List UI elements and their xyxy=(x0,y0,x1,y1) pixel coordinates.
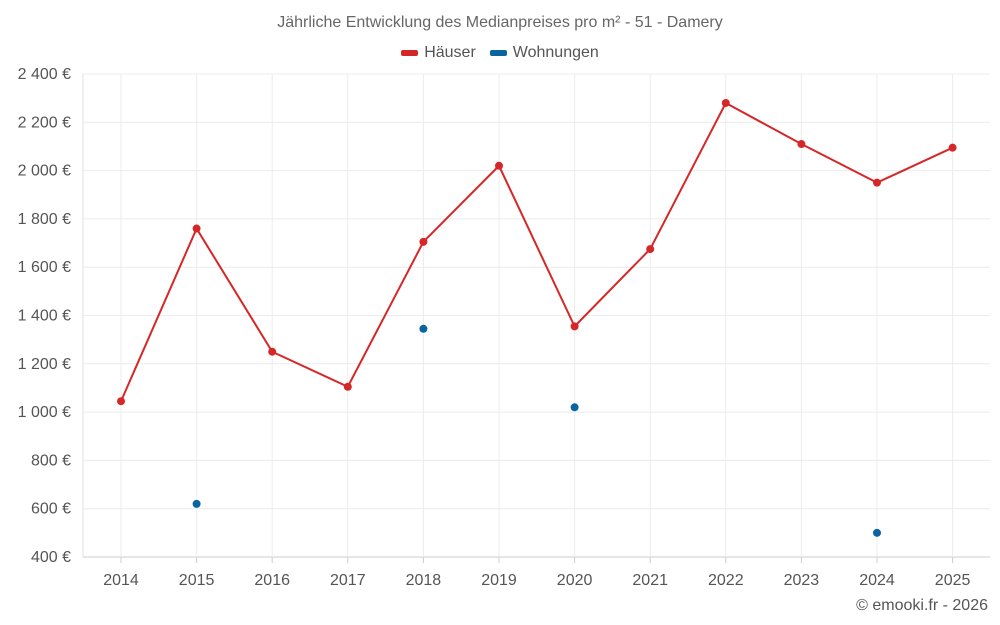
data-point-haeuser xyxy=(646,245,655,254)
data-point-haeuser xyxy=(419,237,428,246)
data-point-haeuser xyxy=(268,347,277,356)
x-tick-label: 2016 xyxy=(254,572,290,589)
data-point-haeuser xyxy=(570,322,579,331)
y-tick-label: 400 € xyxy=(31,549,71,566)
x-tick-label: 2017 xyxy=(330,572,366,589)
series-line-haeuser xyxy=(120,101,954,402)
x-tick-label: 2023 xyxy=(784,572,820,589)
data-point-haeuser xyxy=(873,178,881,187)
y-tick-label: 1 600 € xyxy=(18,259,71,276)
data-point-haeuser xyxy=(797,140,806,149)
y-tick-label: 1 800 € xyxy=(18,211,71,228)
x-tick-label: 2018 xyxy=(406,572,442,589)
x-tick-label: 2024 xyxy=(859,572,895,589)
data-point-haeuser xyxy=(948,143,957,152)
y-tick-label: 2 000 € xyxy=(18,163,71,180)
data-point-haeuser xyxy=(343,382,352,391)
x-tick-label: 2020 xyxy=(557,572,593,589)
chart-title: Jährliche Entwicklung des Medianpreises … xyxy=(277,14,723,31)
y-tick-label: 2 400 € xyxy=(18,66,71,83)
y-tick-label: 1 200 € xyxy=(18,356,71,373)
x-tick-label: 2015 xyxy=(179,572,215,589)
credit-text: © emooki.fr - 2026 xyxy=(856,597,988,614)
y-tick-label: 1 400 € xyxy=(18,308,71,325)
data-point-wohnungen xyxy=(873,528,881,537)
y-tick-label: 600 € xyxy=(31,501,71,518)
data-point-wohnungen xyxy=(192,499,201,508)
data-point-haeuser xyxy=(117,397,125,406)
y-tick-label: 800 € xyxy=(31,452,71,469)
x-tick-label: 2019 xyxy=(481,572,517,589)
data-point-wohnungen xyxy=(419,324,428,333)
x-tick-label: 2022 xyxy=(708,572,744,589)
data-point-haeuser xyxy=(192,224,201,233)
x-tick-label: 2014 xyxy=(103,572,139,589)
data-point-wohnungen xyxy=(570,403,579,412)
legend-swatch-wohnungen xyxy=(489,50,507,56)
data-point-haeuser xyxy=(495,161,503,170)
x-tick-label: 2025 xyxy=(935,572,971,589)
x-tick-label: 2021 xyxy=(632,572,668,589)
legend-item-haeuser[interactable]: Häuser xyxy=(401,44,476,62)
legend-label-wohnungen: Wohnungen xyxy=(512,44,599,61)
y-tick-label: 2 200 € xyxy=(18,114,71,131)
legend-swatch-haeuser xyxy=(401,50,419,56)
legend-label-haeuser: Häuser xyxy=(424,44,476,61)
y-tick-label: 1 000 € xyxy=(18,404,71,421)
legend-item-wohnungen[interactable]: Wohnungen xyxy=(489,44,599,62)
chart-legend: Häuser Wohnungen xyxy=(0,44,1000,62)
data-point-haeuser xyxy=(721,98,730,107)
